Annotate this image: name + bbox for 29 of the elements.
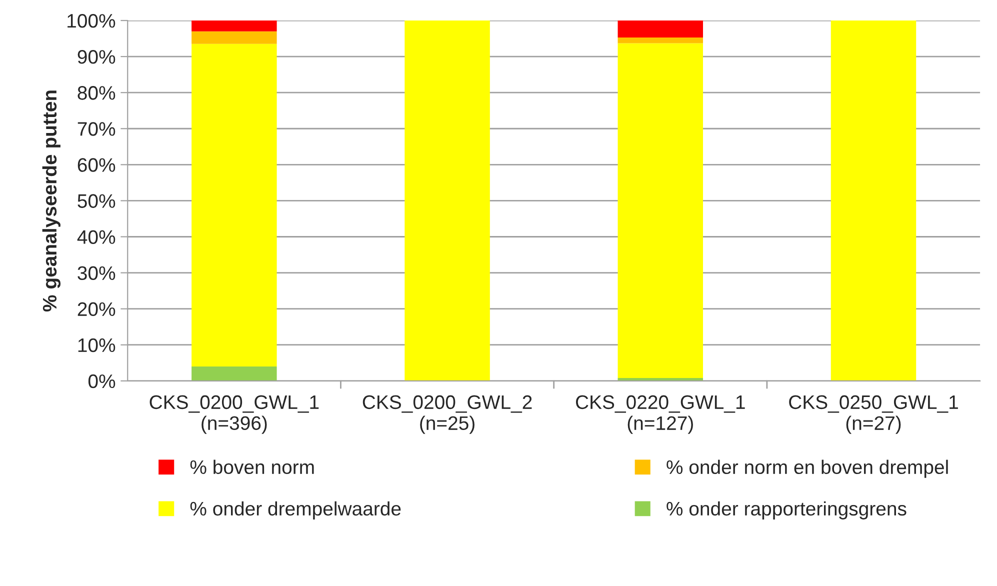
x-tick-label: CKS_0200_GWL_2 (n=25)	[362, 395, 532, 434]
y-tick-label: 100%	[68, 14, 116, 28]
bar	[192, 20, 277, 32]
y-tick-label: 80%	[78, 86, 116, 100]
bar	[618, 43, 704, 378]
y-tick-label: 50%	[78, 194, 116, 208]
y-axis-title: % geanalyseerde putten	[42, 90, 61, 312]
bar	[192, 31, 277, 44]
legend-label: % onder rapporteringsgrens	[666, 501, 906, 520]
bar	[830, 20, 916, 381]
y-tick-label: 20%	[78, 302, 116, 316]
bar	[192, 44, 277, 366]
bar	[192, 366, 277, 381]
legend-label: % onder drempelwaarde	[190, 501, 401, 520]
legend-label: % onder norm en boven drempel	[666, 460, 948, 478]
bar	[618, 20, 704, 38]
y-tick-label: 60%	[78, 158, 116, 172]
y-tick-label: 30%	[78, 266, 116, 280]
legend-label: % boven norm	[190, 460, 314, 474]
y-tick-label: 0%	[88, 374, 116, 388]
y-tick-label: 90%	[78, 50, 116, 64]
x-tick-label: CKS_0200_GWL_1 (n=396)	[150, 395, 319, 434]
x-tick-label: CKS_0220_GWL_1 (n=127)	[576, 395, 745, 434]
y-tick-label: 70%	[78, 122, 116, 136]
y-tick-label: 40%	[77, 230, 116, 244]
x-tick-label: CKS_0250_GWL_1 (n=27)	[789, 395, 958, 434]
y-tick-label: 10%	[78, 338, 116, 352]
bar	[618, 37, 704, 44]
bar	[404, 20, 490, 381]
